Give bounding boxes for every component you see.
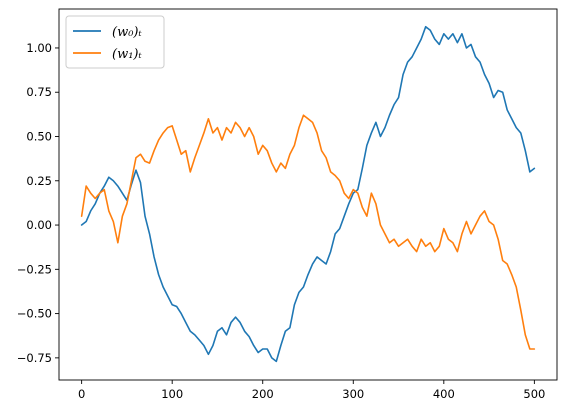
x-tick-label-4: 400 xyxy=(433,387,455,401)
y-axis: −0.75 −0.50 −0.25 0.00 0.25 0.50 0.75 1.00 xyxy=(17,41,59,365)
series-line-1 xyxy=(80,114,536,350)
y-tick-label-6: 0.75 xyxy=(26,85,52,99)
plot-frame xyxy=(58,8,558,381)
y-tick-label-1: −0.50 xyxy=(17,307,52,321)
y-tick-label-4: 0.25 xyxy=(26,174,52,188)
y-tick-label-5: 0.50 xyxy=(26,130,52,144)
legend: (w₀)ₜ (w₁)ₜ xyxy=(65,15,165,69)
legend-label-0: (w₀)ₜ xyxy=(112,25,142,40)
y-tick-label-0: −0.75 xyxy=(17,351,52,365)
x-tick-label-2: 200 xyxy=(252,387,274,401)
y-tick-label-7: 1.00 xyxy=(26,41,52,55)
series-line-0 xyxy=(80,25,536,363)
legend-label-1: (w₁)ₜ xyxy=(112,47,142,62)
x-tick-label-0: 0 xyxy=(78,387,85,401)
y-tick-label-2: −0.25 xyxy=(17,262,52,276)
series-layer xyxy=(80,25,536,363)
x-tick-label-5: 500 xyxy=(523,387,545,401)
x-tick-label-1: 100 xyxy=(161,387,183,401)
x-axis: 0 100 200 300 400 500 xyxy=(78,380,545,401)
x-tick-label-3: 300 xyxy=(342,387,364,401)
y-tick-label-3: 0.00 xyxy=(26,218,52,232)
legend-box xyxy=(65,15,165,69)
